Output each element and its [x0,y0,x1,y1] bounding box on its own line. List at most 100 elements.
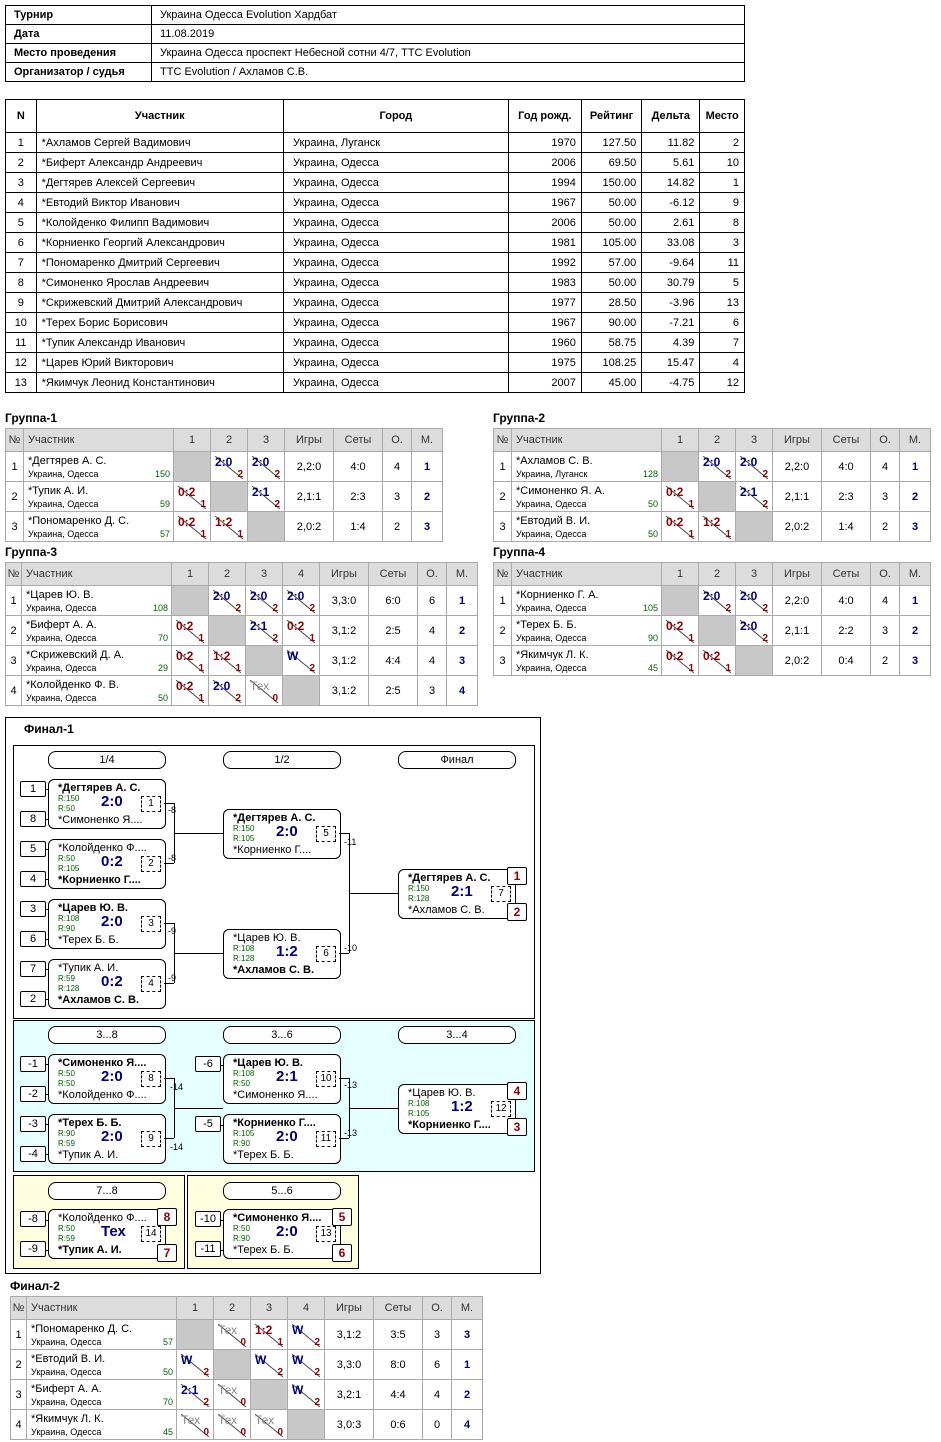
table-cell: 105.00 [580,232,643,253]
table-cell: 57.00 [580,252,643,273]
table-row: 4 *Колойденко Ф. В. Украина, Одесса 50 0:2 1 2… [5,675,478,706]
score-slash [250,680,278,703]
player-city: Украина, Одесса [31,1337,102,1347]
row-number: 2 [10,1349,27,1380]
bracket-line [45,1094,48,1095]
score-points: 0 [272,693,278,704]
round-label: 7...8 [48,1182,166,1200]
table-cell: -3.96 [641,292,701,313]
table-row: 1 *Пономаренко Д. С. Украина, Одесса 57 Тех 0… [10,1319,483,1350]
score-points: 2 [274,499,280,510]
place-cell: 3 [451,1319,483,1350]
table-cell: *Тупик Александр Иванович [35,332,284,353]
score-slash [176,620,204,643]
match-score: 0:2 [101,853,123,870]
score-cell: 0:2 1 [661,645,699,676]
score-value: 0:2 [666,649,684,663]
self-cell [698,615,736,646]
score-slash [218,1384,246,1407]
table-cell: 2.61 [641,212,701,233]
player-rating: 50 [647,529,658,539]
column-header: Город [282,99,509,133]
table-row: 1 *Ахламов Сергей Вадимович Украина, Луган… [5,132,745,153]
bracket-line [164,1138,174,1139]
column-header: 2 [698,562,736,586]
loser-label: -14 [170,1082,184,1092]
column-header: Игры [772,428,822,452]
points-cell: 3 [870,615,900,646]
column-header: № [10,1296,27,1320]
score-slash [666,486,694,509]
score-points: 2 [762,499,768,510]
table-cell: Украина, Одесса [282,212,509,233]
tournament-info: Турнир Украина Одесса Evolution Хардбат Да… [5,5,745,82]
score-value: Тех [218,1383,238,1397]
player-cell: *Ахламов С. В. Украина, Луганск 128 [511,451,662,482]
self-cell [213,1349,251,1380]
score-value: 0:2 [287,619,305,633]
table-cell: 1983 [507,272,582,293]
info-row: Место проведения Украина Одесса проспект … [5,43,745,63]
place-cell: 3 [446,645,478,676]
player-name: *Царев Ю. В. [26,589,94,601]
score-value: W [292,1353,304,1367]
player-name: *Якимчук Л. К. [516,649,589,661]
points-cell: 3 [382,481,412,512]
column-header: 1 [661,562,699,586]
table-cell: 8 [5,272,37,293]
column-header: 3 [245,562,283,586]
table-cell: 1977 [507,292,582,313]
column-header: 3 [735,428,773,452]
player-cell: *Евтодий В. И. Украина, Одесса 50 [26,1349,177,1380]
column-header: Игры [284,428,334,452]
table-cell: 9 [5,292,37,313]
column-header: О. [422,1296,452,1320]
group-table: № Участник 1 2 3 4 Игры Сеты О. М. 1 *Царев Ю. В. Ук… [5,562,478,706]
score-slash [176,650,204,673]
table-row: 2 *Биферт Александр Андреевич Украина, Оде… [5,152,745,173]
match-player-2: *Ахламов С. В. [408,904,485,916]
score-points: 2 [272,633,278,644]
column-header: Участник [35,99,284,133]
score-slash [292,1354,320,1377]
table-cell: 5 [699,272,745,293]
column-header: Игры [772,562,822,586]
score-points: 2 [272,603,278,614]
loser-label: -9 [168,926,177,936]
seed-box: 4 [20,871,46,887]
score-value: 2:0 [740,455,758,469]
score-points: 2 [762,469,768,480]
match-rating-2: R:90 [233,1139,250,1148]
match-rating-1: R:150 [58,794,80,803]
row-number: 2 [5,615,22,646]
score-cell: Тех 0 [250,1409,288,1440]
player-city: Украина, Одесса [26,603,97,613]
column-header: О. [417,562,447,586]
score-points: 1 [309,633,315,644]
match-player-1: *Симоненко Я.... [233,1212,322,1224]
info-key: Дата [5,24,152,44]
score-cell: 0:2 1 [698,645,736,676]
table-row: 9 *Скрижевский Дмитрий Александрович Украи… [5,292,745,313]
column-header: М. [446,562,478,586]
final1-panel: Финал -1 [5,717,541,1274]
player-cell: *Пономаренко Д. С. Украина, Одесса 57 [26,1319,177,1350]
table-cell: 13 [699,292,745,313]
column-header: № [5,562,22,586]
points-cell: 4 [870,451,900,482]
table-cell: Украина, Одесса [282,332,509,353]
bracket-line [339,1078,349,1079]
self-cell [245,645,283,676]
score-points: 2 [203,1367,209,1378]
table-row: 11 *Тупик Александр Иванович Украина, Одес… [5,332,745,353]
score-slash [213,590,241,613]
score-slash [740,590,768,613]
score-cell: 2:0 2 [208,585,246,616]
games-cell: 2,0:2 [772,645,822,676]
place-box: 2 [507,903,527,921]
match-box: *Царев Ю. В. *Терех Б. Б. R:108 R:90 2:0 3 [48,899,166,949]
column-header: № [493,428,512,452]
table-row: 3 *Евтодий В. И. Украина, Одесса 50 0:2 1 1:2 1… [493,511,931,542]
match-number: 11 [316,1131,336,1147]
points-cell: 4 [417,615,447,646]
